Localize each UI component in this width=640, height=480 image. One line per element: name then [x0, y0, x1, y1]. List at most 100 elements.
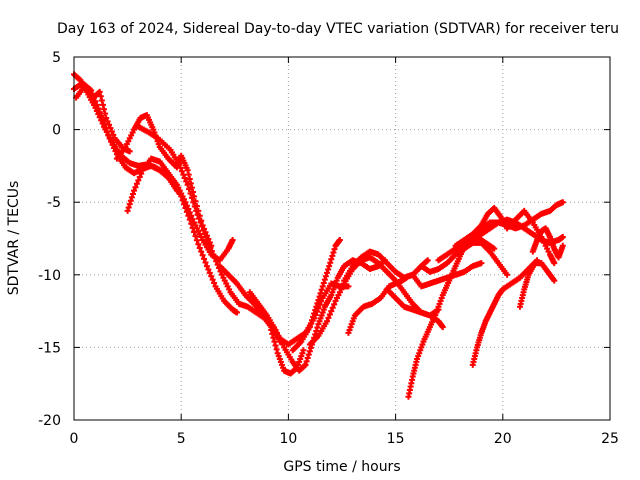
data-point	[559, 199, 566, 206]
data-point	[102, 124, 109, 131]
data-point	[208, 248, 215, 255]
data-point	[229, 236, 236, 243]
data-point	[314, 300, 321, 307]
data-point	[138, 170, 145, 177]
series-arc-21	[456, 199, 566, 252]
data-point	[177, 164, 184, 171]
data-point	[124, 207, 131, 214]
data-point	[325, 314, 332, 321]
x-tick-label: 5	[177, 431, 186, 447]
data-point	[205, 266, 212, 273]
data-point	[504, 271, 511, 278]
data-point	[329, 304, 336, 311]
data-point	[424, 257, 431, 264]
data-point	[559, 234, 566, 241]
data-point	[439, 324, 446, 331]
data-point	[306, 348, 313, 355]
y-tick-label: -15	[38, 340, 61, 356]
data-point	[187, 190, 194, 197]
data-point	[112, 148, 119, 155]
data-point	[328, 308, 335, 315]
data-point	[181, 175, 188, 181]
data-point	[184, 181, 191, 188]
plot-frame	[73, 56, 611, 421]
data-point	[200, 227, 207, 234]
data-point	[198, 248, 205, 255]
series-arc-3	[73, 83, 133, 155]
data-point	[308, 317, 315, 324]
data-point	[208, 273, 215, 280]
data-point	[109, 141, 116, 148]
data-point	[203, 263, 210, 270]
data-point	[559, 242, 566, 249]
data-point	[92, 98, 99, 105]
data-point	[128, 194, 135, 201]
data-point	[196, 215, 203, 222]
data-point	[551, 277, 558, 284]
data-point	[320, 280, 327, 287]
data-point	[211, 254, 218, 261]
data-markers	[71, 71, 566, 400]
data-point	[318, 286, 325, 293]
data-point	[185, 171, 192, 178]
data-point	[190, 199, 197, 206]
data-point	[336, 236, 343, 243]
data-point	[551, 260, 558, 267]
data-point	[96, 88, 103, 95]
data-point	[102, 110, 109, 117]
data-point	[194, 211, 201, 218]
data-point	[317, 290, 324, 297]
data-point	[198, 223, 205, 230]
y-tick-label: 0	[52, 123, 61, 139]
data-point	[268, 326, 275, 333]
data-point	[189, 216, 196, 223]
data-point	[186, 175, 193, 182]
data-point	[316, 293, 323, 300]
data-point	[104, 118, 111, 125]
data-point	[111, 144, 118, 151]
data-point	[327, 259, 334, 266]
data-point	[209, 276, 216, 283]
series-arc-9	[268, 326, 307, 377]
data-point	[331, 301, 338, 308]
y-axis-label: SDTVAR / TECUs	[6, 181, 22, 296]
series-arc-15	[384, 286, 446, 331]
data-point	[478, 260, 485, 267]
series-arc-22	[516, 260, 558, 310]
x-axis-label: GPS time / hours	[283, 459, 400, 475]
data-point	[103, 128, 110, 135]
data-point	[98, 113, 105, 120]
data-point	[195, 241, 202, 248]
data-point	[272, 342, 279, 349]
data-point	[326, 311, 333, 318]
data-point	[322, 273, 329, 280]
data-point	[106, 121, 113, 128]
y-tick-label: -5	[47, 195, 61, 211]
data-point	[180, 171, 187, 178]
data-point	[107, 125, 114, 132]
data-point	[211, 280, 218, 287]
data-point	[176, 161, 183, 168]
data-point	[314, 324, 321, 331]
series-arc-19	[469, 257, 541, 368]
data-point	[206, 241, 213, 248]
data-point	[203, 234, 210, 241]
data-point	[193, 207, 200, 214]
data-point	[127, 197, 134, 204]
data-point	[210, 251, 217, 258]
data-point	[126, 201, 133, 208]
data-point	[302, 361, 309, 368]
data-point	[99, 101, 106, 108]
data-point	[313, 303, 320, 310]
data-point	[187, 180, 194, 187]
data-point	[125, 204, 132, 211]
y-tick-label: -20	[38, 413, 61, 429]
data-point	[178, 168, 185, 175]
data-point	[323, 318, 330, 325]
x-tick-label: 0	[70, 431, 79, 447]
data-point	[345, 283, 352, 290]
x-tick-label: 25	[601, 431, 619, 447]
grid-lines	[74, 57, 610, 420]
data-point	[133, 180, 140, 187]
